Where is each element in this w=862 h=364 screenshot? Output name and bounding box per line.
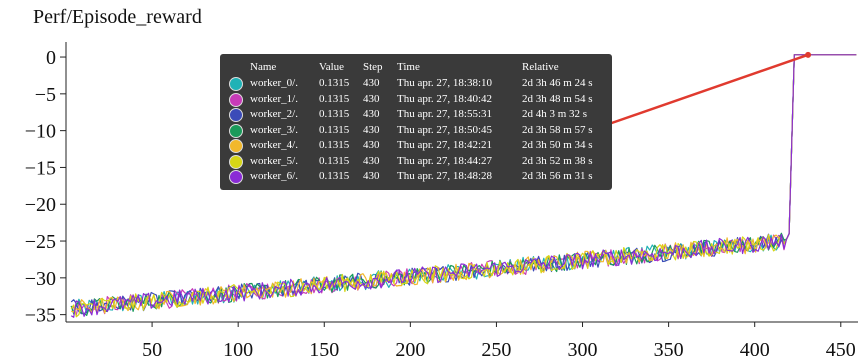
tooltip-cell-relative: 2d 3h 48 m 54 s bbox=[522, 92, 593, 105]
y-tick-label: −35 bbox=[25, 305, 56, 327]
highlight-point bbox=[805, 51, 812, 58]
tooltip-cell-time: Thu apr. 27, 18:40:42 bbox=[397, 92, 493, 105]
tooltip-cell-value: 0.1315 bbox=[319, 108, 350, 120]
highlight-line bbox=[606, 53, 809, 126]
x-tick-label: 200 bbox=[395, 339, 425, 361]
x-tick-label: 300 bbox=[568, 339, 598, 361]
chart-title: Perf/Episode_reward bbox=[33, 6, 202, 28]
tooltip-cell-value: 0.1315 bbox=[319, 154, 350, 167]
y-tick-label: −30 bbox=[25, 268, 56, 290]
series-color-dot bbox=[229, 92, 243, 107]
tooltip-cell-name: worker_5/. bbox=[250, 154, 298, 167]
tooltip-cell-name: worker_3/. bbox=[250, 123, 298, 136]
tooltip-row: worker_4/. 0.1315 430 Thu apr. 27, 18:42:21… bbox=[220, 138, 612, 153]
tooltip-row: worker_3/. 0.1315 430 Thu apr. 27, 18:50:45… bbox=[220, 123, 612, 138]
tooltip-cell-relative: 2d 3h 56 m 31 s bbox=[522, 170, 593, 182]
tooltip-cell-step: 430 bbox=[363, 123, 380, 136]
tooltip-cell-step: 430 bbox=[363, 170, 380, 182]
tooltip-header-relative: Relative bbox=[522, 61, 559, 73]
y-tick-label: −5 bbox=[35, 84, 56, 106]
tooltip-cell-step: 430 bbox=[363, 108, 380, 120]
tooltip-row: worker_6/. 0.1315 430 Thu apr. 27, 18:48:28… bbox=[220, 169, 612, 184]
tooltip-cell-time: Thu apr. 27, 18:50:45 bbox=[397, 123, 493, 136]
tooltip-cell-time: Thu apr. 27, 18:55:31 bbox=[397, 108, 493, 120]
y-tick-label: −20 bbox=[25, 194, 56, 216]
tooltip-cell-value: 0.1315 bbox=[319, 77, 350, 89]
tooltip-cell-value: 0.1315 bbox=[319, 92, 350, 105]
tooltip-cell-name: worker_4/. bbox=[250, 139, 298, 151]
series-color-dot bbox=[229, 139, 243, 153]
hover-tooltip: Name Value Step Time Relative worker_0/.… bbox=[220, 54, 612, 190]
tooltip-cell-time: Thu apr. 27, 18:48:28 bbox=[397, 170, 493, 182]
x-tick-label: 100 bbox=[223, 339, 253, 361]
tooltip-header: Name Value Step Time Relative bbox=[220, 60, 612, 75]
x-tick-label: 150 bbox=[309, 339, 339, 361]
tooltip-cell-relative: 2d 3h 52 m 38 s bbox=[522, 154, 593, 167]
tooltip-cell-name: worker_6/. bbox=[250, 170, 298, 182]
tooltip-cell-relative: 2d 3h 46 m 24 s bbox=[522, 77, 593, 89]
tooltip-row: worker_1/. 0.1315 430 Thu apr. 27, 18:40:42… bbox=[220, 92, 612, 107]
y-tick-label: −15 bbox=[25, 157, 56, 179]
tooltip-cell-name: worker_1/. bbox=[250, 92, 298, 105]
tooltip-cell-value: 0.1315 bbox=[319, 139, 350, 151]
tooltip-cell-relative: 2d 4h 3 m 32 s bbox=[522, 108, 588, 120]
series-color-dot bbox=[229, 108, 243, 122]
series-color-dot bbox=[229, 123, 243, 138]
chart-axes: 0 −5 −10 −15 −20 −25 −30 −35 50 100 150 200 250 300 35… bbox=[25, 42, 858, 361]
tooltip-cell-value: 0.1315 bbox=[319, 170, 350, 182]
tooltip-header-time: Time bbox=[397, 61, 420, 73]
tooltip-cell-value: 0.1315 bbox=[319, 123, 350, 136]
tooltip-row: worker_0/. 0.1315 430 Thu apr. 27, 18:38:10… bbox=[220, 76, 612, 91]
x-tick-label: 350 bbox=[654, 339, 684, 361]
tooltip-cell-relative: 2d 3h 50 m 34 s bbox=[522, 139, 593, 151]
y-tick-label: −10 bbox=[25, 121, 56, 143]
tooltip-cell-time: Thu apr. 27, 18:44:27 bbox=[397, 154, 493, 167]
tooltip-cell-name: worker_0/. bbox=[250, 77, 298, 89]
y-tick-label: −25 bbox=[25, 231, 56, 253]
y-tick-label: 0 bbox=[46, 47, 56, 69]
series-color-dot bbox=[229, 170, 243, 184]
tooltip-cell-step: 430 bbox=[363, 154, 380, 167]
x-tick-label: 250 bbox=[481, 339, 511, 361]
tooltip-cell-time: Thu apr. 27, 18:42:21 bbox=[397, 139, 493, 151]
x-tick-label: 450 bbox=[826, 339, 856, 361]
x-tick-label: 400 bbox=[740, 339, 770, 361]
tooltip-cell-step: 430 bbox=[363, 139, 380, 151]
x-tick-label: 50 bbox=[142, 339, 162, 361]
tooltip-header-step: Step bbox=[363, 61, 383, 73]
tooltip-header-value: Value bbox=[319, 61, 345, 73]
tooltip-cell-step: 430 bbox=[363, 92, 380, 105]
tooltip-cell-name: worker_2/. bbox=[250, 108, 298, 120]
tooltip-row: worker_5/. 0.1315 430 Thu apr. 27, 18:44:27… bbox=[220, 154, 612, 169]
tooltip-header-name: Name bbox=[250, 61, 277, 73]
highlight-layer bbox=[603, 51, 812, 128]
tooltip-cell-relative: 2d 3h 58 m 57 s bbox=[522, 123, 593, 136]
tooltip-row: worker_2/. 0.1315 430 Thu apr. 27, 18:55:31… bbox=[220, 107, 612, 122]
tooltip-cell-step: 430 bbox=[363, 77, 380, 89]
tooltip-cell-time: Thu apr. 27, 18:38:10 bbox=[397, 77, 493, 89]
series-layer bbox=[70, 54, 857, 318]
series-line-worker-6 bbox=[70, 54, 857, 318]
series-color-dot bbox=[229, 154, 243, 169]
series-color-dot bbox=[229, 77, 243, 91]
